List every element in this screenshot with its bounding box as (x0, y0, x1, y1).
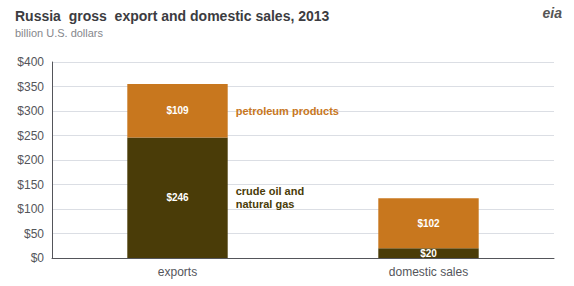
svg-text:billion U.S. dollars: billion U.S. dollars (15, 27, 104, 39)
svg-text:$109: $109 (166, 105, 189, 116)
svg-text:$150: $150 (17, 178, 44, 192)
svg-text:Russia gross export and dome: Russia gross export and domestic sales, … (15, 8, 330, 24)
svg-text:$100: $100 (17, 202, 44, 216)
svg-text:$20: $20 (420, 248, 437, 259)
svg-text:$102: $102 (417, 218, 440, 229)
svg-text:petroleum products: petroleum products (236, 105, 339, 117)
svg-text:natural gas: natural gas (236, 198, 295, 210)
svg-text:$200: $200 (17, 153, 44, 167)
svg-text:$300: $300 (17, 104, 44, 118)
svg-text:$0: $0 (31, 251, 45, 265)
svg-text:crude oil and: crude oil and (236, 185, 304, 197)
svg-text:$400: $400 (17, 55, 44, 69)
svg-text:eia: eia (543, 5, 563, 21)
svg-text:domestic sales: domestic sales (389, 265, 468, 279)
svg-text:$350: $350 (17, 80, 44, 94)
svg-text:exports: exports (158, 265, 197, 279)
svg-text:$246: $246 (166, 192, 189, 203)
svg-text:$250: $250 (17, 129, 44, 143)
svg-text:$50: $50 (24, 227, 44, 241)
